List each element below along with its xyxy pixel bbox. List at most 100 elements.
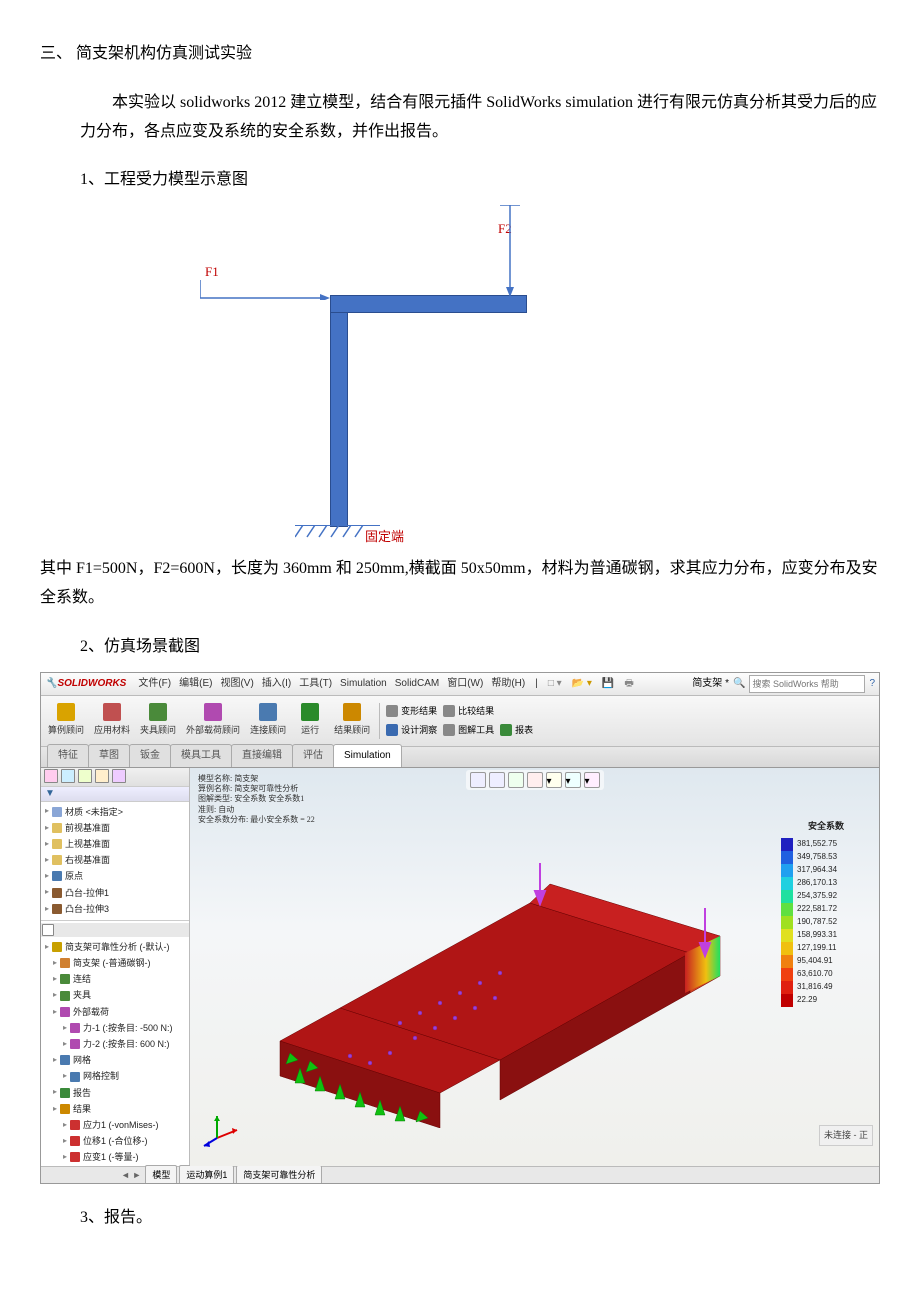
menu-item[interactable]: 插入(I) — [258, 678, 295, 689]
breadcrumb: 简支架 * — [692, 675, 729, 693]
menu-item[interactable]: SolidCAM — [391, 678, 443, 689]
command-tab[interactable]: 评估 — [292, 744, 334, 767]
tree-ico-3[interactable] — [78, 769, 92, 783]
tree-row[interactable]: ▸网格 — [43, 1052, 187, 1068]
filter-icon[interactable]: ▼ — [45, 785, 55, 803]
tree-row[interactable]: ▸位移1 (-合位移-) — [43, 1133, 187, 1149]
vertical-beam — [330, 295, 348, 527]
graphics-view[interactable]: ▾ ▾ ▾ 模型名称: 简支架算例名称: 简支架可靠性分析图解类型: 安全系数 … — [190, 768, 879, 1166]
study-tab-ico[interactable] — [42, 924, 54, 936]
legend-row: 381,552.75 — [781, 838, 871, 851]
tree-row[interactable]: ▸凸台-拉伸3 — [43, 901, 187, 917]
tree-row[interactable]: ▸凸台-拉伸1 — [43, 885, 187, 901]
toolbar-button-small[interactable]: 变形结果 — [386, 703, 437, 719]
tree-row[interactable]: ▸结果 — [43, 1101, 187, 1117]
legend-row: 222,581.72 — [781, 903, 871, 916]
display-icon[interactable]: ▾ — [546, 772, 562, 788]
bottom-tab-nav[interactable]: ◄ ► — [121, 1167, 141, 1183]
tree-row[interactable]: ▸应力1 (-vonMises-) — [43, 1117, 187, 1133]
parameters-text: 其中 F1=500N，F2=600N，长度为 360mm 和 250mm,横截面… — [40, 555, 880, 613]
tree-ico-2[interactable] — [61, 769, 75, 783]
model-tree[interactable]: ▸材质 <未指定>▸前视基准面▸上视基准面▸右视基准面▸原点▸凸台-拉伸1▸凸台… — [41, 802, 189, 918]
feature-tree-panel: ▼ ▸材质 <未指定>▸前视基准面▸上视基准面▸右视基准面▸原点▸凸台-拉伸1▸… — [41, 768, 190, 1166]
tree-ico-5[interactable] — [112, 769, 126, 783]
toolbar-button-small[interactable]: 比较结果 — [443, 703, 494, 719]
fixed-support-hatch — [295, 525, 380, 540]
menu-item[interactable]: 窗口(W) — [443, 678, 487, 689]
menu-item[interactable]: 文件(F) — [134, 678, 175, 689]
section-icon[interactable] — [527, 772, 543, 788]
command-tab[interactable]: 草图 — [88, 744, 130, 767]
tree-ico-1[interactable] — [44, 769, 58, 783]
legend-row: 127,199.11 — [781, 942, 871, 955]
legend-row: 254,375.92 — [781, 890, 871, 903]
tree-row[interactable]: ▸连结 — [43, 971, 187, 987]
toolbar-button[interactable]: 夹具顾问 — [137, 702, 179, 739]
command-tab[interactable]: 特征 — [47, 744, 89, 767]
menu-item[interactable]: 帮助(H) — [487, 678, 529, 689]
search-icon[interactable]: 🔍 — [733, 675, 745, 693]
toolbar-button[interactable]: 算例顾问 — [45, 702, 87, 739]
scene-icon[interactable]: ▾ — [565, 772, 581, 788]
help-icon[interactable]: ? — [869, 675, 875, 693]
legend-title: 安全系数 — [781, 818, 871, 834]
legend-row: 31,816.49 — [781, 981, 871, 994]
tree-row[interactable]: ▸应变1 (-等量-) — [43, 1149, 187, 1165]
study-tree[interactable]: ▸简支架可靠性分析 (-默认-)▸简支架 (-普通碳钢-)▸连结▸夹具▸外部载荷… — [41, 937, 189, 1166]
menu-item[interactable]: 编辑(E) — [175, 678, 216, 689]
sw-logo: 🔧SOLIDWORKS — [45, 675, 126, 693]
bottom-tab[interactable]: 模型 — [145, 1165, 177, 1183]
tree-row[interactable]: ▸力-1 (:按条目: -500 N:) — [43, 1020, 187, 1036]
tree-row[interactable]: ▸前视基准面 — [43, 820, 187, 836]
legend-row: 22.29 — [781, 994, 871, 1007]
tree-row[interactable]: ▸上视基准面 — [43, 836, 187, 852]
toolbar-button[interactable]: 外部载荷顾问 — [183, 702, 243, 739]
tree-row[interactable]: ▸简支架可靠性分析 (-默认-) — [43, 939, 187, 955]
toolbar-button[interactable]: 应用材料 — [91, 702, 133, 739]
bottom-tab[interactable]: 简支架可靠性分析 — [236, 1165, 322, 1183]
command-tab[interactable]: 直接编辑 — [231, 744, 293, 767]
toolbar-button-small[interactable]: 报表 — [500, 722, 533, 738]
tree-row[interactable]: ▸外部载荷 — [43, 1004, 187, 1020]
command-tab[interactable]: Simulation — [333, 744, 402, 767]
bottom-tab[interactable]: 运动算例1 — [179, 1165, 234, 1183]
arrow-f2 — [500, 205, 520, 297]
legend-row: 190,787.52 — [781, 916, 871, 929]
menu-sep: | — [531, 675, 542, 693]
tree-row[interactable]: ▸报告 — [43, 1085, 187, 1101]
tree-ico-4[interactable] — [95, 769, 109, 783]
new-icon[interactable]: □ ▾ — [544, 675, 566, 693]
search-input[interactable] — [749, 675, 865, 693]
toolbar-button[interactable]: 运行 — [293, 702, 327, 739]
tree-row[interactable]: ▸网格控制 — [43, 1068, 187, 1084]
info-line: 模型名称: 简支架 — [198, 774, 315, 784]
print-icon[interactable]: 🖶 — [620, 675, 637, 693]
save-icon[interactable]: 💾 — [598, 675, 618, 693]
tree-row[interactable]: ▸原点 — [43, 868, 187, 884]
toolbar-button[interactable]: 连接顾问 — [247, 702, 289, 739]
toolbar-button-small[interactable]: 图解工具 — [443, 722, 494, 738]
command-tab[interactable]: 钣金 — [129, 744, 171, 767]
tree-row[interactable]: ▸夹具 — [43, 987, 187, 1003]
tree-row[interactable]: ▸简支架 (-普通碳钢-) — [43, 955, 187, 971]
tree-row[interactable]: ▸材质 <未指定> — [43, 804, 187, 820]
toolbar-button[interactable]: 结果顾问 — [331, 702, 373, 739]
view-orient-icon[interactable]: ▾ — [584, 772, 600, 788]
zoom-fit-icon[interactable] — [470, 772, 486, 788]
body: ▼ ▸材质 <未指定>▸前视基准面▸上视基准面▸右视基准面▸原点▸凸台-拉伸1▸… — [41, 768, 879, 1166]
section-title: 三、 简支架机构仿真测试实验 — [40, 40, 880, 69]
menu-item[interactable]: 视图(V) — [216, 678, 257, 689]
zoom-area-icon[interactable] — [489, 772, 505, 788]
toolbar-button-small[interactable]: 设计洞察 — [386, 722, 437, 738]
tree-row[interactable]: ▸右视基准面 — [43, 852, 187, 868]
search-area: 简支架 * 🔍 ? — [692, 675, 875, 693]
legend-row: 317,964.34 — [781, 864, 871, 877]
open-icon[interactable]: 📂 ▾ — [568, 675, 596, 693]
rotate-icon[interactable] — [508, 772, 524, 788]
fea-model-render — [250, 808, 730, 1128]
menu-item[interactable]: 工具(T) — [295, 678, 336, 689]
bottom-tabs: ◄ ► 模型运动算例1简支架可靠性分析 — [41, 1166, 879, 1184]
tree-row[interactable]: ▸力-2 (:按条目: 600 N:) — [43, 1036, 187, 1052]
menu-item[interactable]: Simulation — [336, 678, 391, 689]
command-tab[interactable]: 模具工具 — [170, 744, 232, 767]
